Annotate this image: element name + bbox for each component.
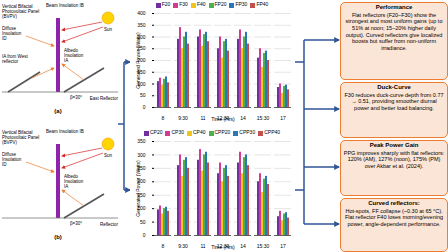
html-text:Flat reflectors (F20–F30) show: Flat reflectors (F20–F30) show the stron…: [345, 11, 443, 51]
html-text:Performance: Performance: [375, 4, 413, 10]
svg-text:200: 200: [137, 178, 146, 185]
svg-text:300: 300: [137, 152, 146, 158]
svg-text:(b): (b): [54, 234, 62, 240]
svg-text:14: 14: [240, 243, 246, 249]
html-text:PPG improves sharply with flat: PPG improves sharply with flat reflector…: [343, 149, 445, 169]
svg-text:100: 100: [137, 80, 146, 87]
html-text:FP40: FP40: [256, 1, 269, 8]
svg-text:11: 11: [200, 115, 205, 121]
svg-text:100: 100: [137, 205, 146, 212]
html-text:CPP40: CPP40: [264, 129, 280, 136]
svg-text:400: 400: [137, 10, 146, 16]
svg-text:15:30: 15:30: [257, 243, 270, 249]
svg-text:17: 17: [280, 243, 286, 249]
svg-text:East Reflector: East Reflector: [90, 96, 119, 101]
svg-text:Vertical BifacialPhotovoltaic: Vertical BifacialPhotovoltaic Panel(BVPV…: [2, 4, 39, 19]
svg-text:8: 8: [162, 243, 165, 249]
html-text:Peak Power Gain: Peak Power Gain: [369, 142, 419, 148]
svg-text:Time (Hrs): Time (Hrs): [211, 244, 235, 250]
svg-text:0: 0: [143, 104, 146, 110]
svg-text:9:30: 9:30: [178, 243, 188, 249]
svg-text:IA from Westreflector: IA from Westreflector: [2, 54, 28, 64]
svg-text:Beam Insolation IB: Beam Insolation IB: [46, 3, 84, 8]
html-text:CPP20: CPP20: [214, 129, 231, 136]
svg-text:350: 350: [137, 138, 146, 144]
svg-text:AlbedoInsolationIA: AlbedoInsolationIA: [64, 48, 84, 63]
html-text:F30 reduces duck-curve depth f: F30 reduces duck-curve depth from 0.77 →…: [344, 91, 444, 111]
html-text:FP30: FP30: [235, 1, 248, 8]
svg-text:AlbedoInsolationIA: AlbedoInsolationIA: [64, 174, 84, 189]
html-text:FP20: FP20: [214, 1, 227, 8]
svg-text:250: 250: [137, 165, 146, 171]
svg-text:350: 350: [137, 22, 146, 28]
svg-text:8: 8: [162, 115, 165, 121]
html-text:F20: F20: [161, 1, 171, 8]
svg-text:β=30°: β=30°: [70, 221, 82, 226]
svg-text:300: 300: [137, 33, 146, 40]
svg-text:0: 0: [143, 232, 146, 238]
html-text:CP20: CP20: [150, 129, 163, 136]
svg-text:Reflector: Reflector: [100, 222, 119, 227]
svg-text:Vertical BifacialPhotovoltaic: Vertical BifacialPhotovoltaic Panel(BVPV…: [2, 130, 39, 145]
svg-text:9:30: 9:30: [178, 115, 188, 121]
html-text:CPP30: CPP30: [239, 129, 256, 136]
svg-text:β=30°: β=30°: [70, 95, 82, 100]
svg-text:200: 200: [137, 57, 146, 64]
svg-text:250: 250: [137, 45, 146, 52]
svg-text:Sun: Sun: [104, 153, 113, 158]
svg-text:Sun: Sun: [104, 27, 113, 32]
svg-text:Generated Power (Watts): Generated Power (Watts): [135, 160, 141, 217]
svg-text:15:30: 15:30: [257, 115, 270, 121]
svg-text:DiffuseInsolationID: DiffuseInsolationID: [2, 26, 22, 41]
svg-text:50: 50: [140, 92, 146, 98]
svg-text:(a): (a): [54, 108, 61, 114]
html-text:CP40: CP40: [193, 129, 206, 136]
svg-text:DiffuseInsolationID: DiffuseInsolationID: [2, 152, 22, 167]
svg-text:50: 50: [140, 219, 146, 225]
svg-text:150: 150: [137, 68, 146, 75]
svg-text:150: 150: [137, 191, 146, 198]
svg-text:17: 17: [280, 115, 286, 121]
html-text:F40: F40: [196, 1, 206, 8]
html-text:Duck-Curve: Duck-Curve: [377, 84, 411, 90]
html-text:Hot-spots, FF collapse (~0.30: Hot-spots, FF collapse (~0.30 at 65 °C).…: [344, 207, 444, 227]
svg-text:Time (Hrs): Time (Hrs): [211, 116, 235, 122]
html-text:Curved reflectors:: Curved reflectors:: [368, 200, 420, 206]
svg-text:Beam Insolation IB: Beam Insolation IB: [46, 129, 84, 134]
svg-text:14: 14: [240, 115, 246, 121]
svg-text:Generated Power (Watts): Generated Power (Watts): [135, 32, 141, 89]
svg-text:11: 11: [200, 243, 205, 249]
html-text:F30: F30: [179, 1, 188, 8]
html-text:CP30: CP30: [171, 129, 184, 136]
